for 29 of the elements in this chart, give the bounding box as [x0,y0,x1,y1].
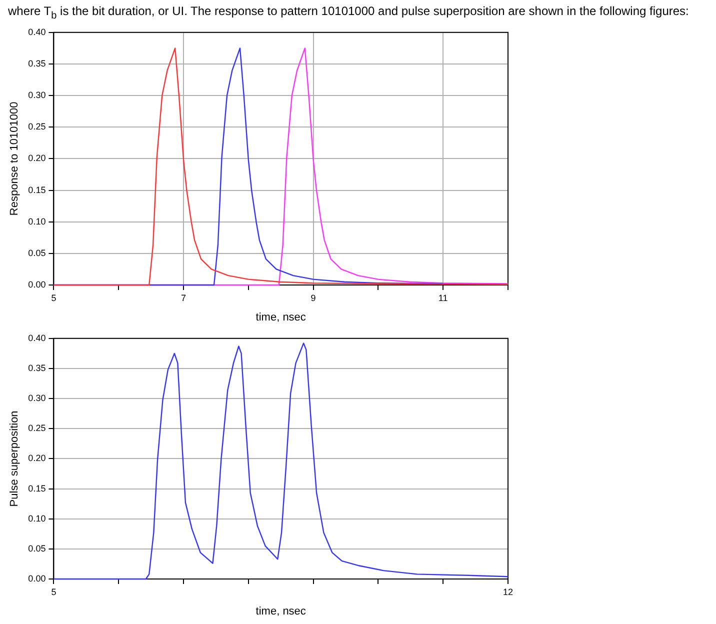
y-tick-label: 0.05 [28,543,46,554]
y-tick-label: 0.00 [28,279,46,290]
y-tick-label: 0.05 [28,248,46,258]
y-tick-label: 0.25 [28,423,46,434]
y-tick-label: 0.40 [28,332,46,343]
x-tick-label: 5 [51,292,56,303]
y-tick-label: 0.35 [28,362,46,373]
y-tick-label: 0.25 [28,122,46,132]
x-tick-label: 9 [310,292,316,303]
x-tick-label: 7 [181,292,186,303]
x-axis-title: time, nsec [256,605,306,618]
x-tick-label: 11 [438,292,448,303]
y-axis-title: Response to 10101000 [8,102,21,216]
y-tick-label: 0.30 [28,393,46,404]
y-tick-label: 0.20 [28,153,46,164]
y-tick-label: 0.20 [28,453,46,464]
y-tick-label: 0.10 [28,513,46,524]
y-tick-label: 0.15 [28,184,46,195]
y-axis-title: Pulse superposition [8,410,21,507]
y-tick-label: 0.40 [28,26,46,37]
y-tick-label: 0.15 [28,483,46,494]
y-tick-label: 0.00 [28,573,46,584]
y-tick-label: 0.35 [28,58,46,68]
text: where T$_{b}$ is the bit duration, or UI. The response to pattern 10101000 and pulse superposition are shown in the following figures: [8,4,689,22]
y-tick-label: 0.30 [28,90,46,100]
y-tick-label: 0.10 [28,216,46,226]
x-tick-label: 5 [51,586,56,597]
x-axis-title: time, nsec [256,311,306,324]
x-tick-label: 12 [502,586,514,597]
